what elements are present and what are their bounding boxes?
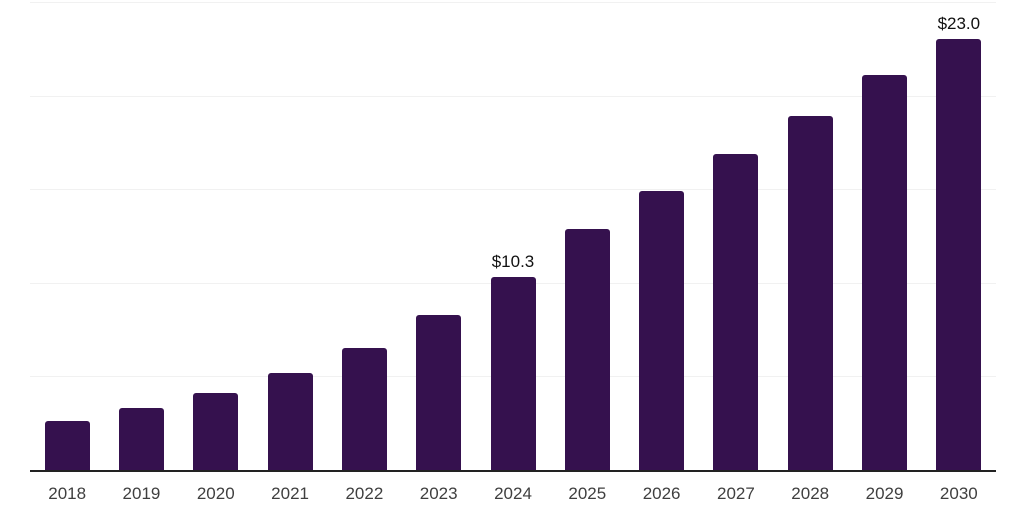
bar-2021: [267, 372, 313, 470]
x-tick-label-2019: 2019: [122, 484, 161, 503]
gridline: [30, 189, 996, 191]
x-tick-label-2021: 2021: [271, 484, 309, 503]
x-tick-label-2027: 2027: [717, 484, 755, 503]
x-tick-label-2023: 2023: [419, 484, 458, 503]
x-tick-label-2029: 2029: [865, 484, 904, 503]
bar-2020: [193, 393, 239, 470]
x-tick-label-2020: 2020: [196, 484, 235, 503]
x-tick-label-2026: 2026: [642, 484, 681, 503]
bar-value-label-2024: $10.3: [491, 252, 535, 272]
bar-2029: [862, 75, 908, 470]
bar-2030: [936, 39, 982, 470]
gridline: [30, 2, 996, 3]
bar-2028: [787, 116, 833, 470]
x-axis-line: [30, 470, 996, 472]
x-tick-label-2022: 2022: [345, 484, 384, 503]
x-tick-label-2024: 2024: [494, 484, 532, 503]
x-tick-label-2018: 2018: [48, 484, 87, 503]
bar-2023: [416, 314, 462, 470]
bar-2027: [713, 153, 759, 470]
bar-2019: [118, 408, 164, 470]
bar-2018: [44, 421, 90, 470]
bar-2025: [564, 228, 610, 470]
gridline: [30, 95, 996, 97]
x-tick-label-2028: 2028: [791, 484, 830, 503]
bar-2022: [341, 348, 387, 470]
bar-2024: [490, 277, 536, 470]
x-tick-label-2025: 2025: [568, 484, 607, 503]
bar-2026: [639, 191, 685, 470]
bar-value-label-2030: $23.0: [937, 14, 981, 34]
x-tick-label-2030: 2030: [939, 484, 978, 503]
